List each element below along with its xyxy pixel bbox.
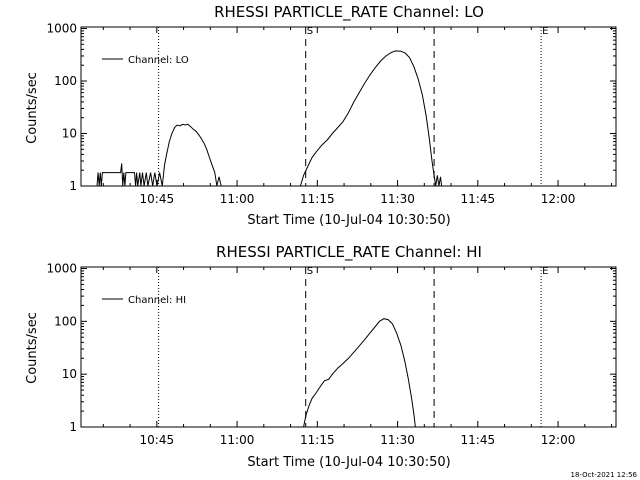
- x-tick-label: 10:45: [140, 433, 175, 447]
- y-tick-label: 10: [62, 127, 77, 141]
- series-line: [303, 318, 416, 428]
- x-tick-label: 11:00: [220, 433, 255, 447]
- y-axis-label: Counts/sec: [25, 312, 40, 384]
- marker-label: E: [542, 26, 548, 37]
- y-tick-label: 1: [69, 179, 77, 193]
- x-tick-label: 11:30: [380, 192, 415, 206]
- x-tick-label: 11:15: [300, 433, 335, 447]
- plot-area: 10:45 11:00 11:15 11:30 11:45 12:00 1 10 100 1000…: [46, 22, 617, 206]
- x-tick-label: 11:30: [380, 433, 415, 447]
- y-tick-label: 100: [54, 74, 77, 88]
- marker-label: S: [307, 26, 313, 37]
- x-tick-label: 11:15: [300, 192, 335, 206]
- legend-label: Channel: HI: [128, 295, 186, 306]
- y-tick-label: 100: [54, 314, 77, 328]
- series-line: [96, 50, 443, 187]
- panel-hi: RHESSI PARTICLE_RATE Channel: HI Start T…: [25, 243, 617, 470]
- y-axis-label: Counts/sec: [25, 72, 40, 144]
- marker-label: S: [307, 266, 313, 277]
- x-tick-label: 11:45: [461, 192, 496, 206]
- x-tick-label: 11:00: [220, 192, 255, 206]
- legend-label: Channel: LO: [128, 55, 189, 66]
- plot-frame: [80, 26, 617, 187]
- x-axis-label: Start Time (10-Jul-04 10:30:50): [247, 455, 450, 470]
- panel-lo: RHESSI PARTICLE_RATE Channel: LO Start T…: [25, 3, 617, 228]
- timestamp: 18-Oct-2021 12:56: [571, 471, 638, 479]
- y-tick-label: 1000: [46, 262, 77, 276]
- plot-area: 10:45 11:00 11:15 11:30 11:45 12:00 1 10 100 1000…: [46, 262, 617, 447]
- chart-title: RHESSI PARTICLE_RATE Channel: HI: [216, 243, 482, 262]
- marker-label: E: [542, 266, 548, 277]
- y-tick-label: 1000: [46, 22, 77, 36]
- x-axis-label: Start Time (10-Jul-04 10:30:50): [247, 213, 450, 228]
- chart-title: RHESSI PARTICLE_RATE Channel: LO: [214, 3, 484, 22]
- plot-frame: [80, 266, 617, 428]
- x-tick-label: 12:00: [541, 433, 576, 447]
- y-tick-label: 10: [62, 367, 77, 381]
- x-tick-label: 12:00: [541, 192, 576, 206]
- x-tick-label: 10:45: [140, 192, 175, 206]
- y-tick-label: 1: [69, 420, 77, 434]
- x-tick-label: 11:45: [461, 433, 496, 447]
